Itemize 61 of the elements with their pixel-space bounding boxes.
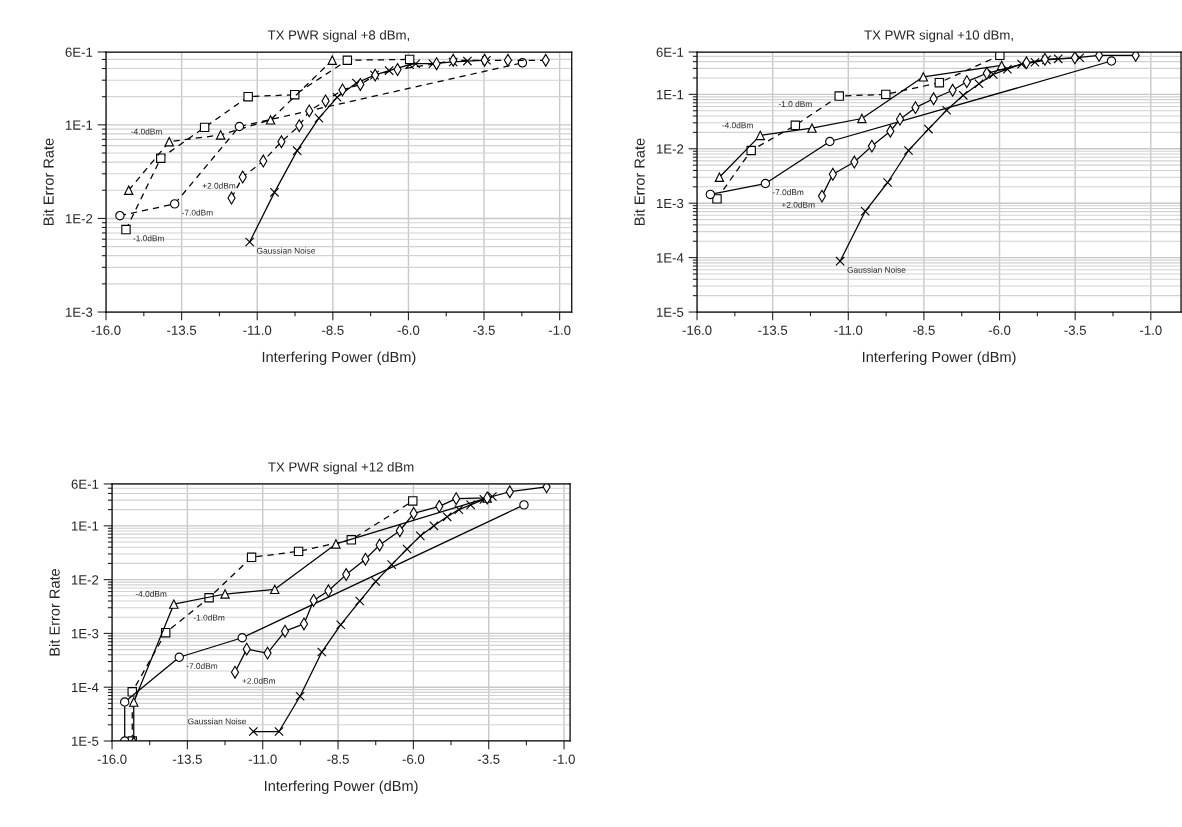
x-axis-title: Interfering Power (dBm) xyxy=(262,351,416,365)
y-tick-label: 1E-3 xyxy=(72,628,99,639)
x-tick-label: -8.5 xyxy=(327,754,349,764)
x-tick-label: -1.0 xyxy=(1140,325,1162,335)
x-tick-label: -16.0 xyxy=(682,325,712,335)
x-tick-label: -11.0 xyxy=(834,325,863,335)
y-tick-label: 1E-5 xyxy=(656,307,684,317)
series-label: -4.0dBm xyxy=(131,128,162,135)
y-tick-label: 1E-1 xyxy=(65,120,93,130)
x-tick-label: -16.0 xyxy=(97,754,127,764)
y-axis-title: Bit Error Rate xyxy=(634,138,645,225)
x-tick-label: -11.0 xyxy=(243,325,272,335)
chart-title: TX PWR signal +12 dBm xyxy=(268,461,414,475)
x-tick-label: -3.5 xyxy=(473,325,495,335)
x-axis-title: Interfering Power (dBm) xyxy=(265,780,418,794)
x-tick-label: -8.5 xyxy=(913,325,935,335)
x-tick-label: -1.0 xyxy=(553,754,575,764)
series-label: -1.0dBm xyxy=(193,614,225,621)
y-tick-label: 1E-4 xyxy=(656,253,684,263)
y-tick-label: 1E-3 xyxy=(65,307,93,317)
series-label: -1.0dBm xyxy=(133,235,164,242)
series-label: Gaussian Noise xyxy=(257,247,316,254)
y-tick-label: 1E-4 xyxy=(72,682,99,692)
series-label: +2.0dBm xyxy=(781,201,815,208)
x-tick-label: -11.0 xyxy=(248,754,277,764)
series-label: Gaussian Noise xyxy=(188,718,247,725)
series-label: +2.0dBm xyxy=(242,677,275,684)
y-tick-label: 1E-2 xyxy=(65,214,93,224)
y-axis-title: Bit Error Rate xyxy=(43,138,54,225)
series-label: -4.0dBm xyxy=(135,590,167,597)
series-label: -1.0 dBm xyxy=(778,100,812,107)
y-tick-label: 1E-3 xyxy=(656,198,684,209)
y-tick-label: 1E-2 xyxy=(72,575,99,585)
series-label: Gaussian Noise xyxy=(847,266,906,273)
series-label: -4.0dBm xyxy=(722,122,753,129)
x-tick-label: -3.5 xyxy=(1064,325,1086,335)
series-label: +2.0dBm xyxy=(202,182,236,189)
y-tick-label: 1E-2 xyxy=(656,144,684,154)
x-tick-label: -6.0 xyxy=(988,325,1011,335)
y-tick-label: 1E-1 xyxy=(656,90,684,100)
x-tick-label: -13.5 xyxy=(167,325,197,335)
y-axis-title: Bit Error Rate xyxy=(49,568,60,656)
x-axis-title: Interfering Power (dBm) xyxy=(862,351,1016,365)
series-label: -7.0dBm xyxy=(186,662,218,669)
x-tick-label: -16.0 xyxy=(91,325,121,335)
chart-title: TX PWR signal +8 dBm, xyxy=(267,29,409,43)
y-tick-label: 1E-5 xyxy=(72,736,99,746)
x-tick-label: -13.5 xyxy=(758,325,788,335)
y-tick-label: 6E-1 xyxy=(65,47,93,57)
x-tick-label: -3.5 xyxy=(477,754,500,764)
y-tick-label: 6E-1 xyxy=(656,47,684,57)
x-tick-label: -1.0 xyxy=(548,325,571,335)
y-tick-label: 1E-1 xyxy=(72,521,99,531)
series-label: -7.0dBm xyxy=(772,189,804,196)
x-tick-label: -8.5 xyxy=(322,325,344,335)
x-tick-label: -13.5 xyxy=(172,754,202,764)
series-label: -7.0dBm xyxy=(181,209,213,216)
x-tick-label: -6.0 xyxy=(402,754,425,764)
y-tick-label: 6E-1 xyxy=(71,479,99,489)
chart-title: TX PWR signal +10 dBm, xyxy=(864,29,1013,43)
x-tick-label: -6.0 xyxy=(397,325,420,335)
